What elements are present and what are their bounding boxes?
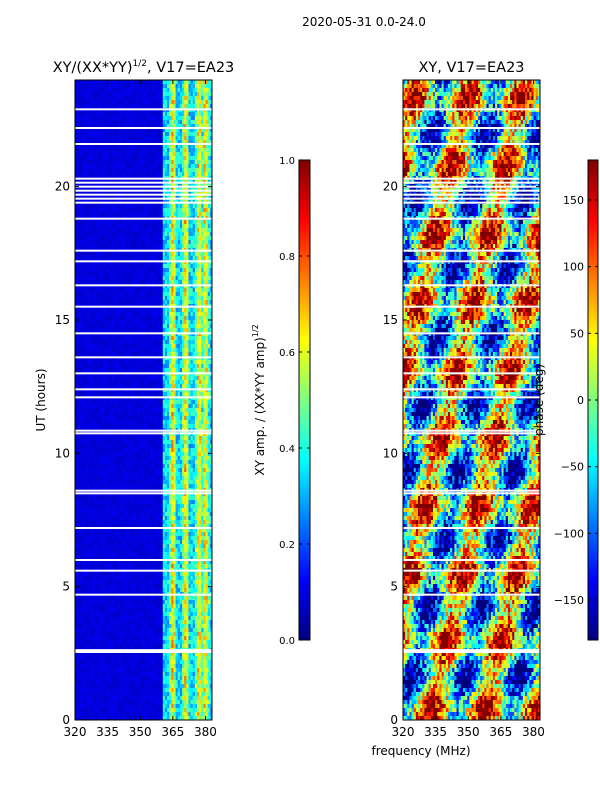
- phase-axes-frame: [402, 79, 541, 721]
- colorbar-tick-label: 0.4: [279, 444, 295, 455]
- x-tick-label: 335: [424, 725, 447, 739]
- amp-colorbar-ticks: 0.0 0.2 0.4 0.6 0.8 1.0: [279, 156, 310, 647]
- amp-colorbar-gradient: [298, 159, 311, 641]
- x-tick-label: 320: [64, 725, 87, 739]
- colorbar-tick-label: 0: [577, 394, 584, 407]
- y-tick-label: 10: [55, 446, 70, 460]
- phase-colorbar: −150 −100 −50 0 50 100 150 phase (deg): [532, 159, 599, 641]
- phase-colorbar-ticks: −150 −100 −50 0 50 100 150: [554, 194, 598, 607]
- colorbar-tick-label: 0.6: [279, 348, 295, 359]
- y-tick-label: 20: [55, 180, 70, 194]
- colorbar-tick-label: 0.0: [279, 636, 295, 647]
- amp-colorbar-label: XY amp. / (XX*YY amp)1/2: [251, 324, 267, 475]
- colorbar-tick-label: 50: [570, 327, 584, 340]
- figure-suptitle: 2020-05-31 0.0-24.0: [302, 15, 426, 29]
- frequency-xlabel: frequency (MHz): [371, 744, 470, 758]
- colorbar-tick-label: −50: [561, 461, 584, 474]
- amp-x-axis: 320 335 350 365 380: [64, 80, 217, 739]
- x-tick-label: 380: [522, 725, 545, 739]
- y-tick-label: 20: [383, 180, 398, 194]
- phase-colorbar-label: phase (deg): [532, 364, 546, 436]
- x-tick-label: 350: [129, 725, 152, 739]
- phase-title: XY, V17=EA23: [418, 60, 524, 76]
- colorbar-tick-label: −150: [554, 594, 584, 607]
- amp-ylabel: UT (hours): [34, 368, 48, 431]
- amp-panel: XY/(XX*YY)1/2, V17=EA23 320 335 350 365 380 …: [34, 59, 234, 739]
- x-tick-label: 320: [392, 725, 415, 739]
- amp-heatmap-image: [75, 80, 212, 720]
- y-tick-label: 15: [383, 313, 398, 327]
- y-tick-label: 0: [390, 713, 398, 727]
- x-tick-label: 365: [161, 725, 184, 739]
- amp-colorbar: 0.0 0.2 0.4 0.6 0.8 1.0 XY amp. / (XX*YY amp)…: [251, 156, 311, 647]
- phase-y-axis: 0 5 10 15 20: [383, 180, 540, 727]
- amp-axes-frame: [74, 79, 213, 721]
- colorbar-tick-label: 150: [563, 194, 584, 207]
- phase-heatmap-image: [403, 80, 540, 720]
- y-tick-label: 0: [62, 713, 70, 727]
- colorbar-tick-label: 0.2: [279, 540, 295, 551]
- colorbar-tick-label: −100: [554, 527, 584, 540]
- x-tick-label: 350: [457, 725, 480, 739]
- amp-y-axis: 0 5 10 15 20: [55, 180, 212, 727]
- y-tick-label: 5: [390, 580, 398, 594]
- colorbar-tick-label: 100: [563, 261, 584, 274]
- amp-title: XY/(XX*YY)1/2, V17=EA23: [53, 59, 235, 76]
- y-tick-label: 10: [383, 446, 398, 460]
- colorbar-tick-label: 0.8: [279, 252, 295, 263]
- x-tick-label: 335: [96, 725, 119, 739]
- colorbar-tick-label: 1.0: [279, 156, 295, 167]
- phase-panel: XY, V17=EA23 320 335 350 365 380 0 5 10 15 20 fr…: [371, 60, 544, 758]
- phase-x-axis: 320 335 350 365 380: [392, 80, 545, 739]
- x-tick-label: 365: [489, 725, 512, 739]
- x-tick-label: 380: [194, 725, 217, 739]
- y-tick-label: 5: [62, 580, 70, 594]
- y-tick-label: 15: [55, 313, 70, 327]
